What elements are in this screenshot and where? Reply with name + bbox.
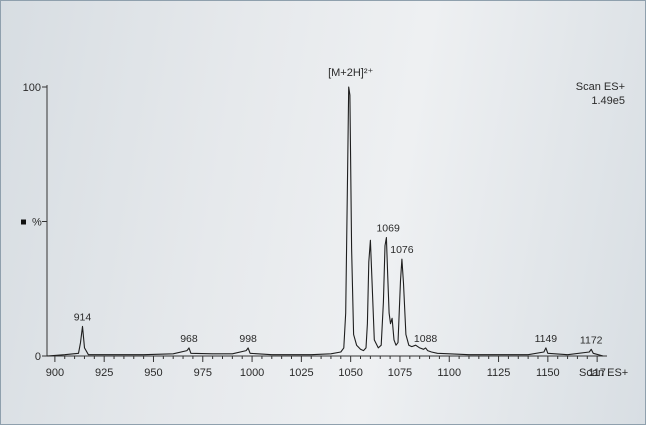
peak-label: 914 bbox=[74, 311, 92, 323]
peak-label: 1149 bbox=[535, 333, 558, 345]
x-tick-label: 975 bbox=[194, 367, 212, 379]
peak-annotation-label: [M+2H]²⁺ bbox=[328, 67, 373, 79]
x-tick-label: 1100 bbox=[437, 367, 461, 379]
y-ticks: 100 0 bbox=[23, 82, 47, 363]
x-tick-label: 1050 bbox=[338, 367, 362, 379]
peak-label: 1076 bbox=[390, 244, 414, 256]
x-tick-label: 1125 bbox=[487, 367, 511, 379]
peak-label: 968 bbox=[180, 333, 198, 345]
intensity-label: 1.49e5 bbox=[591, 95, 625, 107]
y-axis-marker bbox=[21, 219, 26, 225]
x-tick-label: 1025 bbox=[289, 367, 313, 379]
spectrum-series-line bbox=[46, 86, 604, 357]
y-tick-label: 0 bbox=[35, 351, 41, 363]
x-tick-label: 117 bbox=[588, 367, 606, 379]
y-axis-percent-label: % bbox=[32, 217, 42, 229]
axes bbox=[43, 85, 607, 357]
x-axis-scan-label: Scan ES+ bbox=[579, 367, 628, 379]
scan-mode-label: Scan ES+ bbox=[576, 81, 625, 93]
x-tick-label: 1075 bbox=[388, 367, 412, 379]
y-tick-label: 100 bbox=[23, 82, 41, 94]
x-tick-label: 1000 bbox=[240, 367, 264, 379]
peak-label: 998 bbox=[239, 333, 257, 345]
peak-labels: 914 968 998 1069 1076 1088 1149 1172 bbox=[74, 223, 603, 347]
x-tick-label: 900 bbox=[46, 367, 64, 379]
x-ticks: 900 925 950 975 1000 1025 1050 1075 1100 1125 1150… bbox=[46, 356, 606, 379]
peak-label: 1088 bbox=[414, 333, 438, 345]
peak-label: 1069 bbox=[376, 223, 400, 235]
x-tick-label: 950 bbox=[144, 367, 162, 379]
x-tick-label: 925 bbox=[95, 367, 113, 379]
x-tick-label: 1150 bbox=[536, 367, 560, 379]
peak-label: 1172 bbox=[580, 334, 603, 346]
